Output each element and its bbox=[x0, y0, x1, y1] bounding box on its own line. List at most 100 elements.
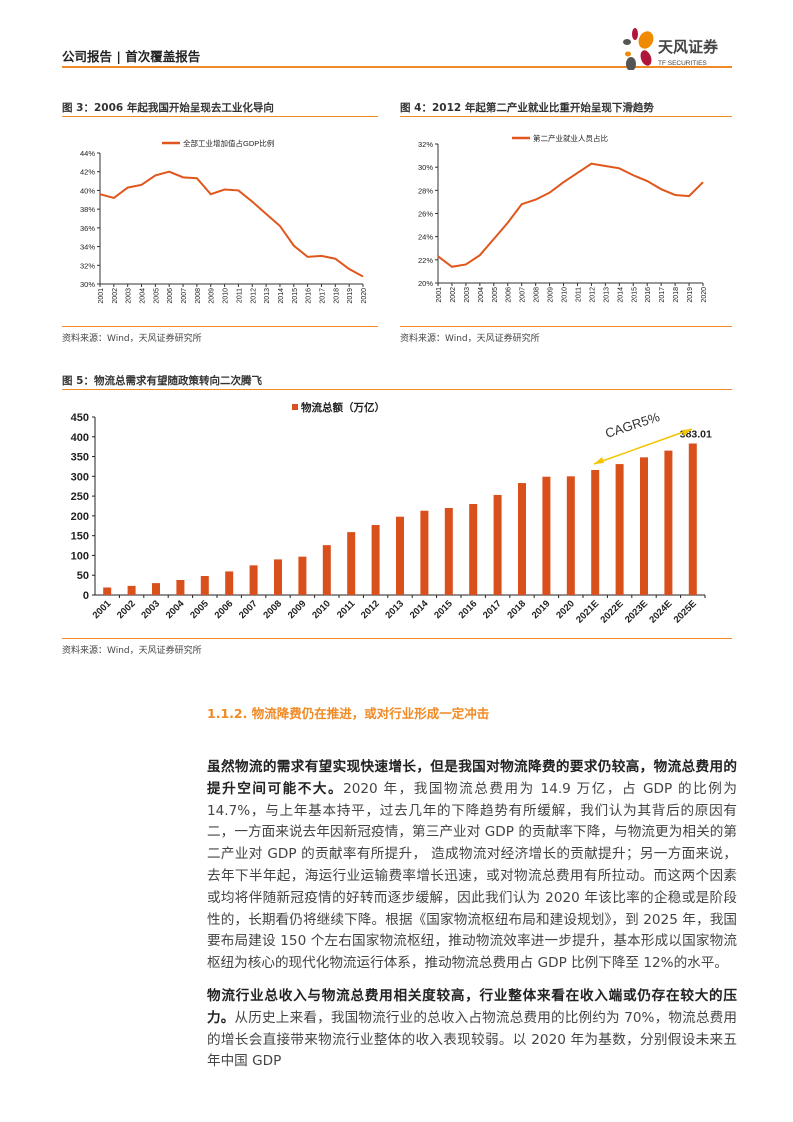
x-tick-label: 2007 bbox=[181, 288, 188, 304]
legend-label: 物流总额（万亿） bbox=[301, 401, 385, 414]
bar bbox=[493, 494, 502, 595]
logo-cn: 天风证券 bbox=[658, 38, 719, 56]
cagr-arrow bbox=[593, 428, 693, 465]
bar bbox=[249, 565, 258, 595]
bar bbox=[274, 559, 282, 595]
x-tick-label: 2006 bbox=[167, 288, 174, 304]
x-tick-label: 2007 bbox=[237, 598, 260, 621]
bar bbox=[176, 579, 185, 595]
bar bbox=[518, 483, 526, 595]
x-tick-label: 2017 bbox=[319, 288, 326, 304]
arrowhead-left-icon bbox=[594, 457, 604, 464]
legend-label: 全部工业增加值占GDP比例 bbox=[183, 138, 274, 148]
x-tick-label: 2013 bbox=[264, 288, 271, 304]
x-tick-label: 2018 bbox=[673, 287, 680, 303]
bar bbox=[298, 556, 307, 595]
y-tick-label: 34% bbox=[80, 243, 95, 252]
y-tick-label: 44% bbox=[80, 149, 95, 158]
fig4-divider-bottom bbox=[400, 326, 732, 327]
x-tick-label: 2020 bbox=[701, 287, 708, 303]
y-tick-label: 38% bbox=[80, 205, 95, 214]
bar bbox=[566, 476, 575, 595]
x-tick-label: 2012 bbox=[250, 288, 257, 304]
x-tick-label: 2014 bbox=[408, 598, 431, 621]
y-tick-label: 400 bbox=[71, 432, 89, 444]
x-tick-label: 2016 bbox=[306, 288, 313, 304]
bar bbox=[688, 443, 697, 595]
bar bbox=[152, 583, 160, 595]
paragraph-1-body: 2020 年，我国物流总费用为 14.9 万亿，占 GDP 的比例为 14.7%… bbox=[207, 780, 737, 972]
y-tick-label: 40% bbox=[80, 186, 95, 195]
series-line bbox=[99, 170, 364, 278]
y-tick-label: 30% bbox=[418, 163, 433, 172]
x-tick-label: 2005 bbox=[153, 288, 160, 304]
x-tick-label: 2012 bbox=[589, 287, 596, 303]
x-tick-label: 2008 bbox=[195, 288, 202, 304]
bar bbox=[127, 585, 136, 595]
x-tick-label: 2003 bbox=[126, 288, 133, 304]
y-tick-label: 250 bbox=[71, 491, 89, 503]
paragraph-1: 虽然物流的需求有望实现快速增长，但是我国对物流降费的要求仍较高，物流总费用的提升… bbox=[207, 757, 737, 975]
cagr-annotation: CAGR5% bbox=[603, 409, 662, 441]
y-tick-label: 24% bbox=[418, 233, 433, 242]
x-tick-label: 2004 bbox=[140, 288, 147, 304]
y-tick-label: 32% bbox=[80, 261, 95, 270]
y-tick-label: 50 bbox=[77, 570, 89, 582]
x-tick-label: 2009 bbox=[548, 287, 555, 303]
x-tick-label: 2019 bbox=[687, 287, 694, 303]
bar bbox=[615, 464, 624, 595]
header-divider bbox=[62, 66, 732, 68]
x-tick-label: 2019 bbox=[347, 288, 354, 304]
x-tick-label: 2003 bbox=[464, 287, 471, 303]
x-tick-label: 2010 bbox=[310, 598, 333, 621]
bar bbox=[542, 476, 551, 595]
bar bbox=[469, 504, 478, 595]
x-tick-label: 2015 bbox=[292, 288, 299, 304]
y-tick-label: 36% bbox=[80, 224, 95, 233]
fig3-title: 图 3：2006 年起我国开始呈现去工业化导向 bbox=[62, 102, 274, 114]
bar bbox=[200, 576, 209, 595]
paragraph-2: 物流行业总收入与物流总费用相关度较高，行业整体来看在收入端或仍存在较大的压力。从… bbox=[207, 986, 737, 1073]
x-tick-label: 2010 bbox=[223, 288, 230, 304]
series-line bbox=[437, 162, 704, 268]
x-tick-label: 2018 bbox=[505, 598, 528, 621]
bar bbox=[664, 450, 673, 595]
x-tick-label: 2002 bbox=[115, 598, 138, 621]
x-tick-label: 2011 bbox=[236, 288, 243, 303]
x-tick-label: 2013 bbox=[383, 598, 406, 621]
fig4-line-chart: 20% 22% 24% 26% 28% 30% 32% 2001 2002 2003 2004 200… bbox=[418, 133, 708, 303]
fig5-title: 图 5：物流总需求有望随政策转向二次腾飞 bbox=[62, 375, 262, 387]
y-tick-label: 26% bbox=[418, 210, 433, 219]
fig4-source: 资料来源：Wind，天风证券研究所 bbox=[400, 334, 540, 344]
fig5-divider-bottom bbox=[62, 638, 732, 639]
x-tick-label: 2011 bbox=[575, 287, 582, 302]
x-tick-label: 2001 bbox=[98, 288, 105, 304]
x-tick-label: 2015 bbox=[432, 598, 455, 621]
x-tick-label: 2020 bbox=[361, 288, 368, 304]
x-tick-label: 2012 bbox=[359, 598, 382, 621]
x-tick-label: 2005 bbox=[188, 598, 211, 621]
x-tick-label: 2016 bbox=[645, 287, 652, 303]
x-tick-label: 2017 bbox=[659, 287, 666, 303]
x-tick-label: 2022E bbox=[599, 598, 626, 625]
x-tick-label: 2023E bbox=[623, 598, 650, 625]
x-tick-label: 2025E bbox=[672, 598, 699, 625]
x-tick-label: 2011 bbox=[335, 598, 358, 621]
logo-petals-icon: 天风证券 TF SECURITIES bbox=[623, 28, 719, 71]
section-heading: 1.1.2. 物流降费仍在推进，或对行业形成一定冲击 bbox=[207, 706, 490, 721]
bar bbox=[591, 470, 600, 595]
x-tick-label: 2014 bbox=[617, 287, 624, 303]
x-tick-label: 2006 bbox=[213, 598, 236, 621]
tf-securities-logo: 天风证券 TF SECURITIES bbox=[620, 26, 735, 71]
y-tick-label: 200 bbox=[71, 511, 89, 523]
x-tick-label: 2019 bbox=[530, 598, 553, 621]
report-type: 公司报告 | 首次覆盖报告 bbox=[62, 49, 201, 64]
y-tick-label: 32% bbox=[418, 140, 433, 149]
logo-en: TF SECURITIES bbox=[658, 60, 707, 67]
fig4-title: 图 4：2012 年起第二产业就业比重开始呈现下滑趋势 bbox=[400, 102, 654, 114]
y-tick-label: 28% bbox=[418, 186, 433, 195]
x-tick-label: 2009 bbox=[286, 598, 309, 621]
bar bbox=[444, 507, 453, 595]
fig5-divider bbox=[62, 389, 732, 390]
bar bbox=[396, 516, 404, 595]
